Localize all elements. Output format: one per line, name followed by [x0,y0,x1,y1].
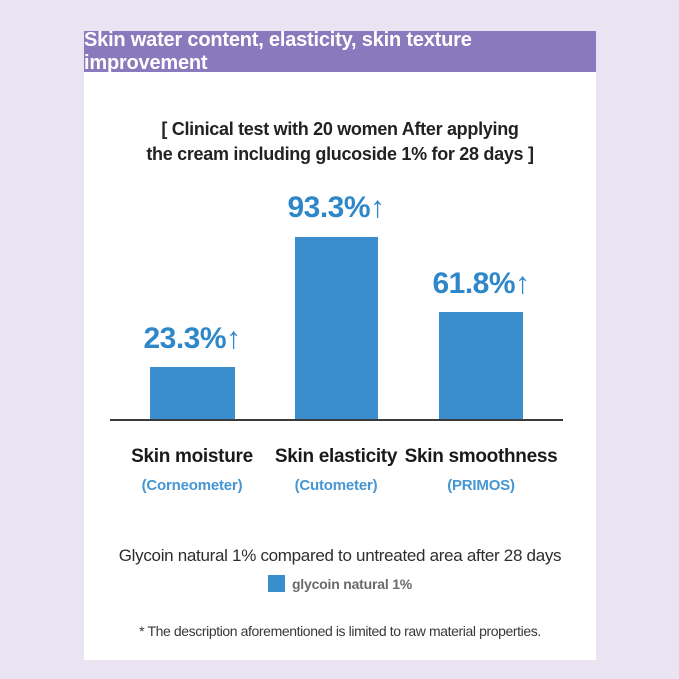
category-label: Skin moisture [131,446,253,467]
banner-title: Skin water content, elasticity, skin tex… [84,28,472,74]
value-label-skin-smoothness: 61.8%↑ [432,267,530,300]
clinical-test-subtitle: [ Clinical test with 20 women After appl… [84,117,596,167]
category-skin-moisture: Skin moisture (Corneometer) [107,446,277,494]
x-axis-line [110,419,563,421]
infographic-card: Skin water content, elasticity, skin tex… [84,28,596,660]
legend-label: glycoin natural 1% [291,575,413,592]
value-label-skin-elasticity: 93.3%↑ [287,191,385,224]
comparison-note: Glycoin natural 1% compared to untreated… [118,546,562,565]
bar-skin-moisture [150,367,235,419]
bar-skin-elasticity [295,237,378,419]
title-banner: Skin water content, elasticity, skin tex… [84,28,596,74]
category-skin-smoothness: Skin smoothness (PRIMOS) [396,446,566,494]
value-label-skin-moisture: 23.3%↑ [143,322,241,355]
instrument-label: (PRIMOS) [447,477,515,494]
bar-skin-smoothness [439,312,523,419]
instrument-label: (Corneometer) [141,477,243,494]
instrument-label: (Cutometer) [294,477,378,494]
subtitle-line-2: the cream including glucoside 1% for 28 … [146,144,534,164]
category-label: Skin elasticity [274,446,398,467]
disclaimer-footnote: * The description aforementioned is limi… [139,623,541,639]
bar-chart: 23.3%↑ 93.3%↑ 61.8%↑ Skin moisture (Corn… [84,31,596,660]
chart-legend: glycoin natural 1% [84,575,596,592]
legend-color-swatch [267,575,285,592]
category-skin-elasticity: Skin elasticity (Cutometer) [251,446,421,494]
category-label: Skin smoothness [404,446,558,467]
subtitle-line-1: [ Clinical test with 20 women After appl… [161,119,519,139]
